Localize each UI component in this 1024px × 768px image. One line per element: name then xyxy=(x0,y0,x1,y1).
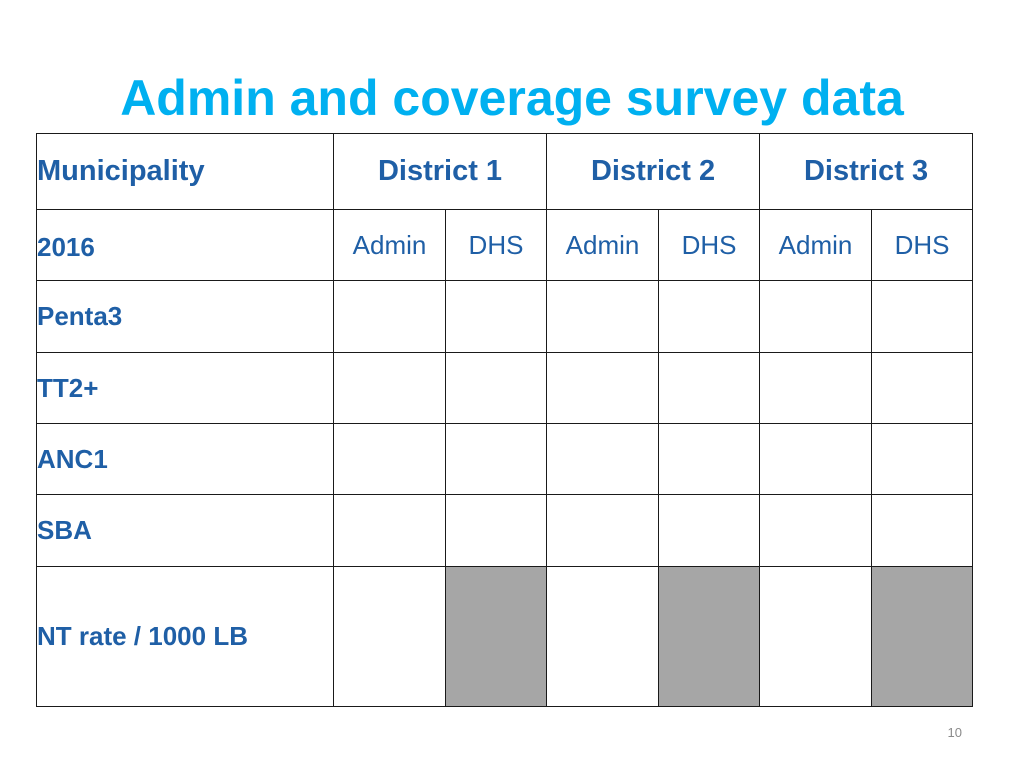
district-3-dhs-header: DHS xyxy=(871,209,974,281)
shaded-cell xyxy=(871,566,974,707)
district-2-dhs-header: DHS xyxy=(658,209,761,281)
year-subheader-row: 2016 Admin DHS Admin DHS Admin DHS xyxy=(36,209,974,281)
shaded-cell xyxy=(444,566,548,707)
table-row: Penta3 xyxy=(36,280,974,353)
table-cell xyxy=(546,280,660,353)
row-label-tt2: TT2+ xyxy=(36,352,334,424)
row-label-nt-rate: NT rate / 1000 LB xyxy=(36,566,334,707)
shaded-cell xyxy=(658,566,761,707)
district-3-header: District 3 xyxy=(759,133,974,210)
table-cell xyxy=(871,280,974,353)
table-cell xyxy=(546,352,660,424)
row-label-penta3: Penta3 xyxy=(36,280,334,353)
district-3-admin-header: Admin xyxy=(759,209,873,281)
municipality-header: Municipality xyxy=(36,133,334,210)
table-cell xyxy=(333,494,446,567)
district-1-admin-header: Admin xyxy=(333,209,446,281)
table-cell xyxy=(871,423,974,495)
table-row: TT2+ xyxy=(36,352,974,424)
table-cell xyxy=(658,494,761,567)
slide-title: Admin and coverage survey data xyxy=(120,70,904,126)
table-cell xyxy=(759,423,873,495)
table-cell xyxy=(546,423,660,495)
row-label-sba: SBA xyxy=(36,494,334,567)
coverage-data-table: Municipality District 1 District 2 Distr… xyxy=(36,133,974,707)
table-row: NT rate / 1000 LB xyxy=(36,566,974,707)
district-header-row: Municipality District 1 District 2 Distr… xyxy=(36,133,974,210)
page-number: 10 xyxy=(947,725,962,740)
table-cell xyxy=(546,566,660,707)
table-row: ANC1 xyxy=(36,423,974,495)
table-cell xyxy=(444,280,548,353)
table-cell xyxy=(444,494,548,567)
table-cell xyxy=(658,352,761,424)
table-cell xyxy=(871,352,974,424)
table-cell xyxy=(546,494,660,567)
table-row: SBA xyxy=(36,494,974,567)
table-cell xyxy=(333,566,446,707)
table-cell xyxy=(444,352,548,424)
table-cell xyxy=(871,494,974,567)
table-cell xyxy=(759,280,873,353)
row-label-anc1: ANC1 xyxy=(36,423,334,495)
table-cell xyxy=(333,423,446,495)
district-2-admin-header: Admin xyxy=(546,209,660,281)
table-cell xyxy=(759,494,873,567)
table-cell xyxy=(444,423,548,495)
table-cell xyxy=(759,566,873,707)
table-cell xyxy=(658,423,761,495)
district-1-header: District 1 xyxy=(332,133,548,210)
district-1-dhs-header: DHS xyxy=(444,209,548,281)
table-cell xyxy=(333,352,446,424)
table-cell xyxy=(759,352,873,424)
table-cell xyxy=(658,280,761,353)
district-2-header: District 2 xyxy=(546,133,761,210)
table-cell xyxy=(333,280,446,353)
year-label: 2016 xyxy=(36,209,334,281)
